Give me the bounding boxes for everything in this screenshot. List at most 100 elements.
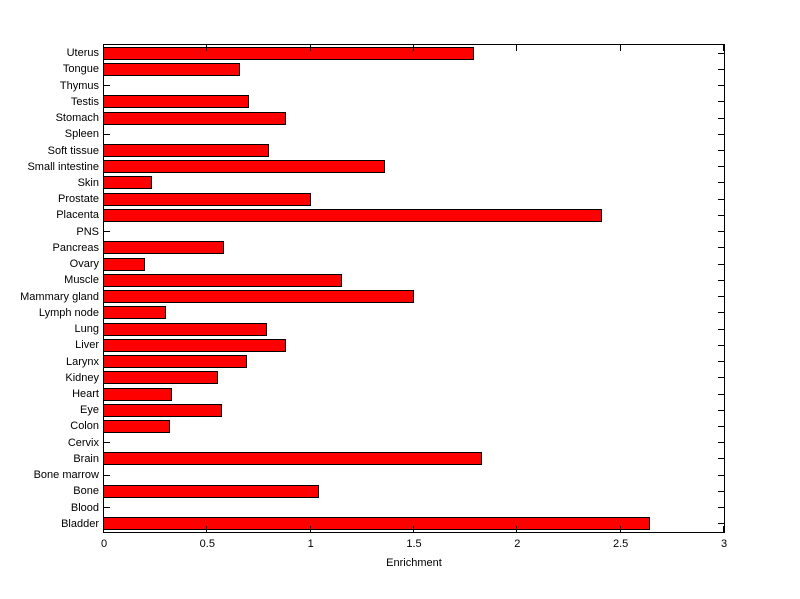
- y-axis-label: Prostate: [58, 193, 99, 206]
- x-tick-top: [309, 45, 311, 51]
- bar: [103, 257, 145, 271]
- y-axis-label: Blood: [70, 501, 99, 514]
- y-axis-label: Uterus: [66, 47, 99, 60]
- y-tick-right: [718, 68, 724, 70]
- y-tick-left: [104, 231, 110, 233]
- bar: [103, 160, 385, 174]
- y-tick-left: [104, 474, 110, 476]
- y-tick-right: [718, 425, 724, 427]
- y-axis-label: Tongue: [62, 63, 99, 76]
- y-tick-right: [718, 507, 724, 509]
- y-tick-right: [718, 166, 724, 168]
- x-tick-bottom: [309, 526, 311, 532]
- x-tick-top: [413, 45, 414, 51]
- y-axis-label: Kidney: [65, 371, 99, 384]
- bar: [103, 144, 269, 158]
- bar: [103, 306, 166, 320]
- bar: [103, 517, 650, 531]
- x-tick-top: [206, 45, 208, 51]
- y-tick-right: [718, 442, 724, 444]
- y-tick-right: [718, 133, 724, 135]
- bar: [103, 484, 319, 498]
- y-tick-right: [718, 117, 724, 119]
- bar: [103, 208, 602, 222]
- y-tick-right: [718, 263, 724, 265]
- y-axis-label: Larynx: [65, 355, 99, 368]
- y-tick-right: [718, 150, 724, 152]
- y-axis-label: Mammary gland: [20, 290, 99, 303]
- y-tick-right: [718, 312, 724, 314]
- plot-area: [103, 44, 725, 533]
- y-axis-label: Spleen: [64, 128, 99, 141]
- y-axis-label: Ovary: [69, 258, 99, 271]
- y-axis-label: Placenta: [56, 209, 99, 222]
- y-tick-right: [718, 490, 724, 492]
- y-axis-label: Cervix: [67, 436, 99, 449]
- bar: [103, 403, 222, 417]
- bar: [103, 338, 286, 352]
- x-tick-top: [723, 45, 724, 51]
- bar: [103, 273, 342, 287]
- y-axis-label: Thymus: [59, 79, 99, 92]
- bar: [103, 111, 286, 125]
- x-tick-label: 3: [720, 538, 728, 550]
- y-tick-left: [104, 507, 110, 509]
- y-axis-label: Small intestine: [27, 160, 99, 173]
- y-axis-label: PNS: [76, 225, 99, 238]
- y-tick-right: [718, 361, 724, 363]
- y-axis-label: Bladder: [61, 517, 99, 530]
- x-tick-bottom: [516, 526, 518, 532]
- x-tick-label: 1: [307, 538, 314, 550]
- x-tick-bottom: [103, 526, 104, 532]
- x-tick-top: [619, 45, 621, 51]
- y-axis-label: Eye: [80, 404, 99, 417]
- y-tick-right: [718, 377, 724, 379]
- y-axis-label: Brain: [73, 452, 99, 465]
- x-axis-title: Enrichment: [386, 557, 442, 569]
- x-tick-bottom: [206, 526, 208, 532]
- bar: [103, 355, 247, 369]
- bar: [103, 192, 311, 206]
- y-tick-right: [718, 101, 724, 103]
- y-tick-right: [718, 393, 724, 395]
- x-tick-bottom: [413, 526, 414, 532]
- y-axis-label: Lymph node: [38, 306, 99, 319]
- y-tick-right: [718, 214, 724, 216]
- y-axis-label: Liver: [75, 339, 99, 352]
- bar: [103, 95, 249, 109]
- x-tick-label: 2: [514, 538, 521, 550]
- y-tick-right: [718, 85, 724, 87]
- y-tick-right: [718, 279, 724, 281]
- y-tick-right: [718, 247, 724, 249]
- y-axis-label: Lung: [74, 323, 99, 336]
- x-tick-bottom: [723, 526, 724, 532]
- y-tick-left: [104, 442, 110, 444]
- x-tick-label: 2.5: [613, 538, 629, 550]
- y-tick-right: [718, 474, 724, 476]
- y-axis-label: Pancreas: [52, 241, 99, 254]
- y-tick-right: [718, 198, 724, 200]
- bar: [103, 371, 218, 385]
- y-tick-left: [104, 85, 110, 87]
- y-axis-label: Soft tissue: [47, 144, 99, 157]
- bar: [103, 176, 152, 190]
- x-tick-label: 0: [100, 538, 108, 550]
- y-tick-right: [718, 52, 724, 54]
- x-tick-bottom: [619, 526, 621, 532]
- bar: [103, 452, 482, 466]
- bar: [103, 46, 474, 60]
- x-tick-top: [516, 45, 518, 51]
- y-tick-left: [104, 133, 110, 135]
- x-tick-top: [103, 45, 104, 51]
- y-axis-label: Testis: [70, 95, 99, 108]
- y-tick-right: [718, 523, 724, 525]
- bar: [103, 241, 224, 255]
- y-axis-label: Skin: [77, 176, 99, 189]
- y-axis-label: Bone: [73, 485, 99, 498]
- bar: [103, 322, 267, 336]
- bar: [103, 387, 172, 401]
- y-axis-label: Heart: [72, 388, 99, 401]
- y-axis-label: Muscle: [64, 274, 99, 287]
- bar: [103, 62, 240, 76]
